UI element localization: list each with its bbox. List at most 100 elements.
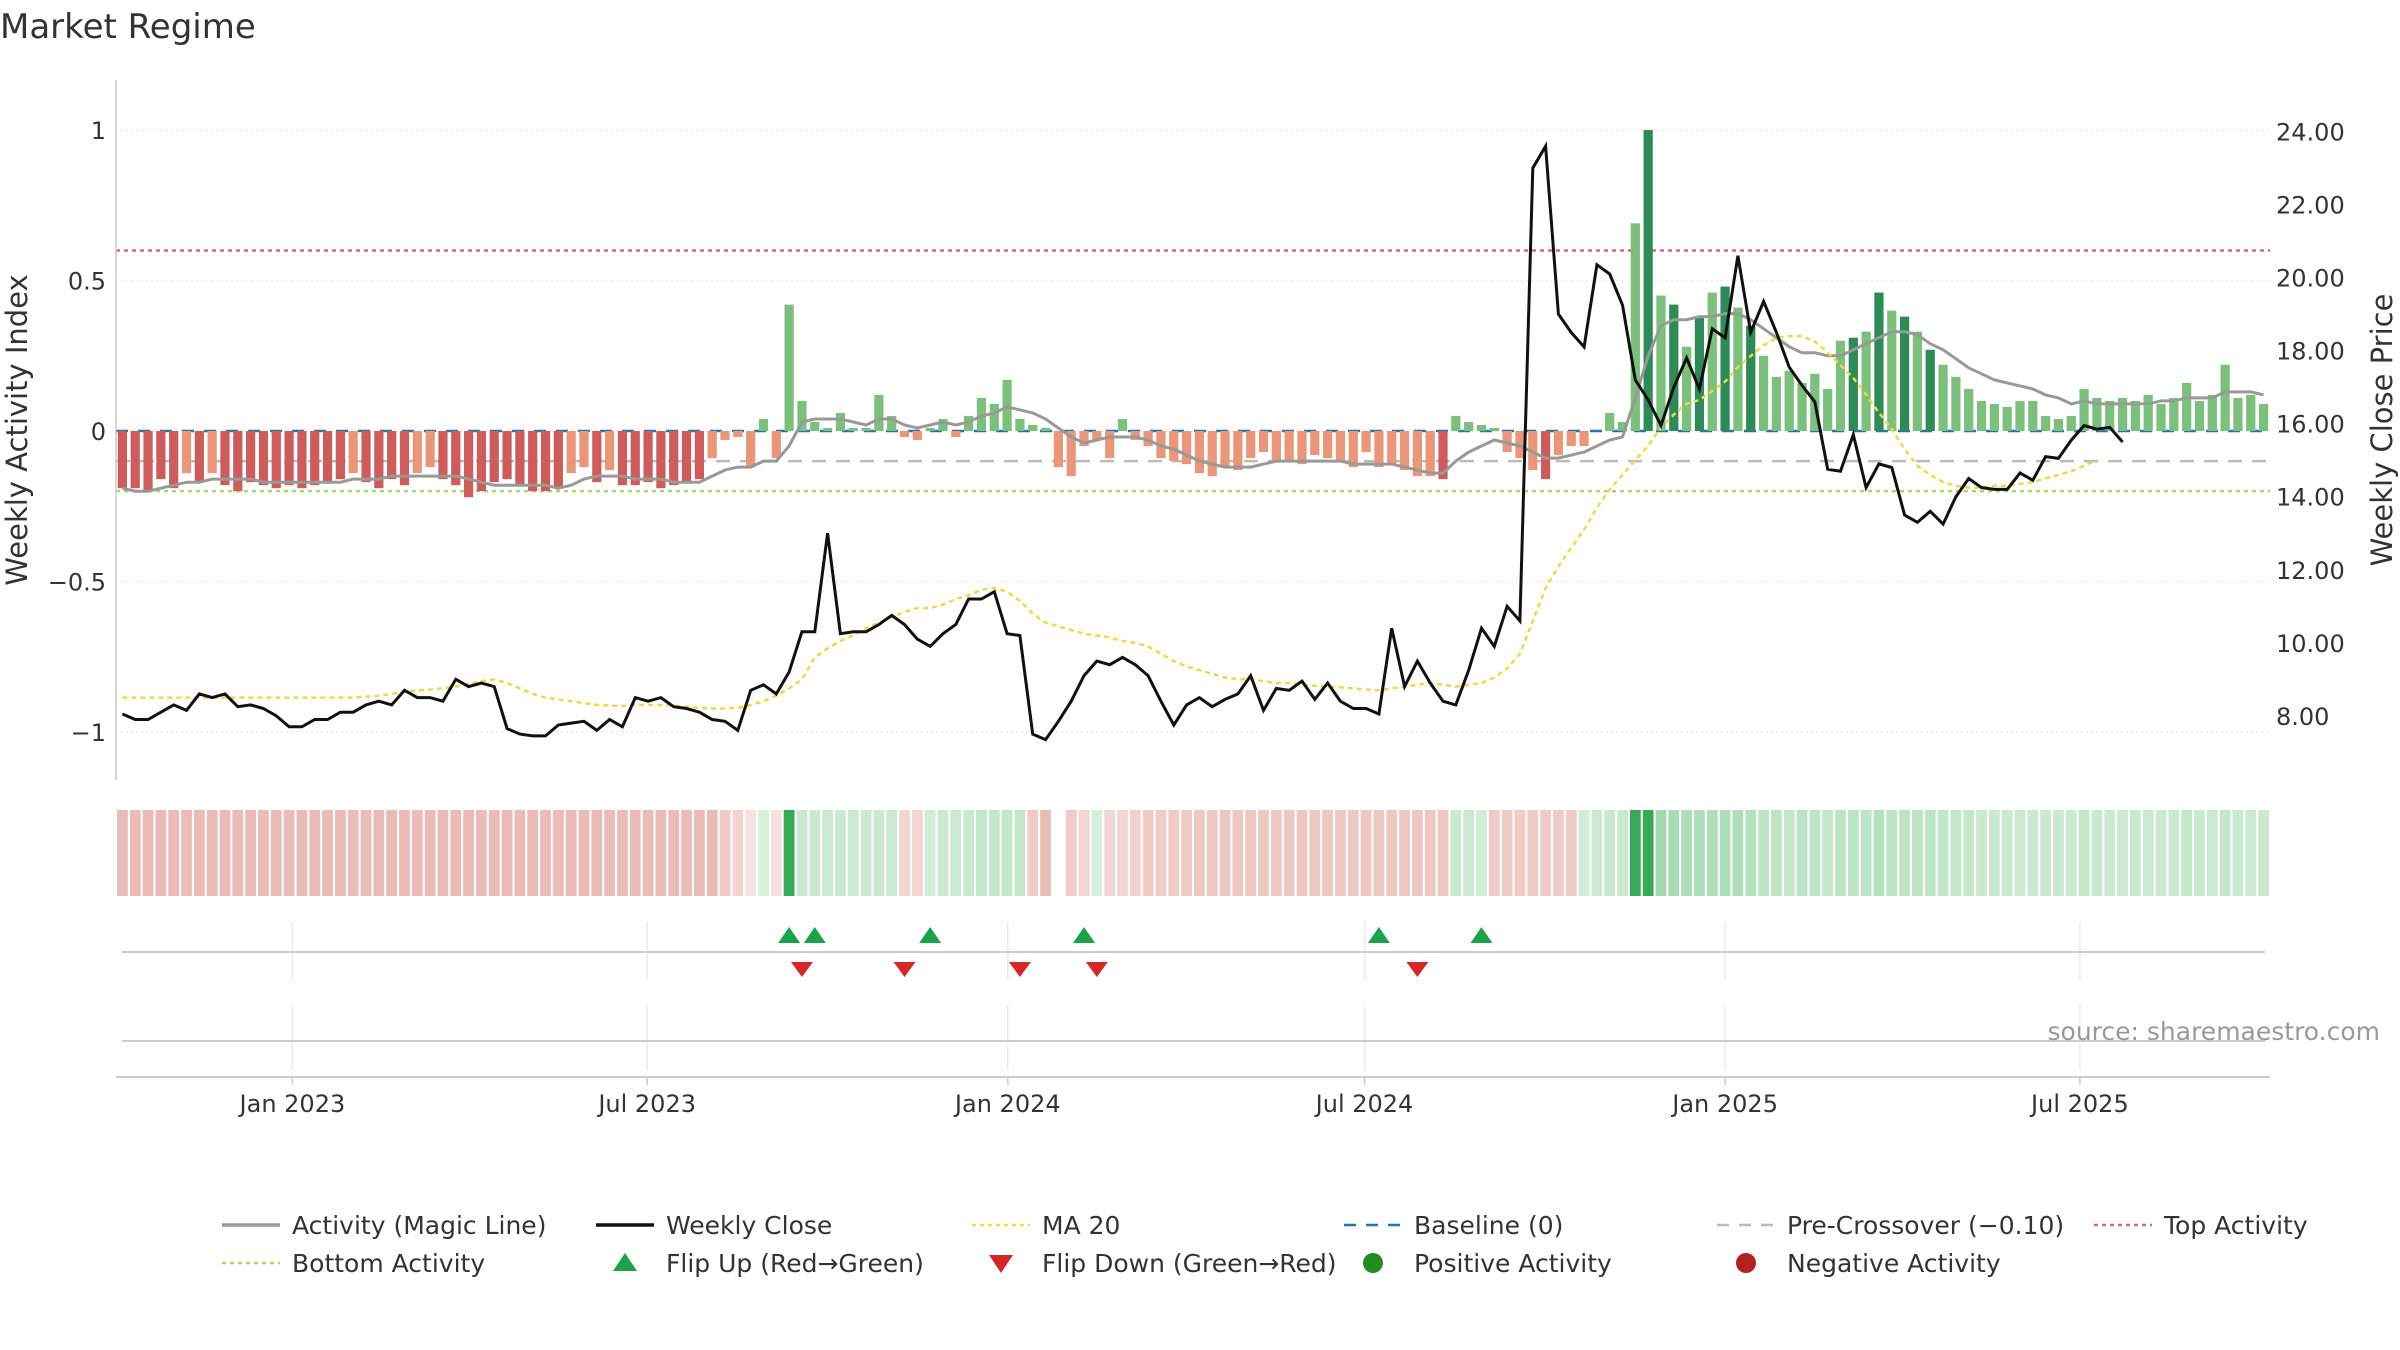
y-right-tick-label: 12.00	[2276, 557, 2345, 585]
regime-cell	[1553, 810, 1564, 896]
regime-cell	[1206, 810, 1218, 896]
activity-bar	[899, 431, 910, 438]
activity-bar	[181, 431, 192, 474]
activity-bar	[1399, 431, 1410, 471]
activity-bar	[733, 431, 743, 438]
regime-cell	[1770, 810, 1782, 896]
regime-cell	[437, 810, 449, 896]
regime-cell	[681, 810, 692, 896]
regime-cell	[2258, 810, 2269, 896]
regime-cell	[924, 810, 936, 896]
activity-bar	[258, 431, 269, 486]
legend-swatch	[613, 1253, 637, 1271]
regime-cell	[2206, 810, 2218, 896]
regime-cell	[309, 810, 321, 896]
y-right-tick-label: 22.00	[2276, 192, 2345, 220]
activity-bar	[1425, 431, 1435, 477]
regime-cell	[1783, 810, 1795, 896]
activity-bar	[2015, 400, 2025, 431]
activity-bar	[669, 431, 679, 486]
regime-cell	[1655, 810, 1667, 896]
legend-label: Flip Down (Green→Red)	[1042, 1249, 1337, 1278]
activity-bar	[694, 431, 704, 480]
activity-bar	[1271, 431, 1281, 462]
regime-cell	[758, 810, 769, 896]
y-right-tick-label: 16.00	[2276, 411, 2345, 439]
regime-cell	[219, 810, 231, 896]
legend-label: Baseline (0)	[1414, 1211, 1563, 1240]
activity-bar	[2156, 403, 2166, 431]
activity-bar	[1643, 130, 1653, 431]
regime-cell	[1758, 810, 1769, 896]
chart-title: Market Regime	[0, 7, 256, 47]
activity-bar	[1976, 400, 1987, 431]
activity-bar	[2079, 388, 2089, 431]
activity-bar	[1835, 340, 1846, 431]
regime-cell	[1181, 810, 1192, 896]
regime-cell	[1886, 810, 1898, 896]
regime-cell	[488, 810, 500, 896]
activity-bar	[643, 431, 653, 483]
activity-bar	[2105, 400, 2115, 431]
activity-bar	[1169, 431, 1179, 462]
regime-cell	[1540, 810, 1551, 896]
activity-bar	[707, 431, 717, 459]
regime-cell	[2181, 810, 2193, 896]
reference-lines	[116, 249, 2270, 493]
activity-bar	[310, 431, 320, 486]
activity-bar	[1335, 431, 1346, 462]
activity-bar	[989, 403, 999, 431]
flip-up-marker	[1367, 927, 1390, 943]
activity-bar	[220, 431, 230, 486]
activity-bar	[1540, 431, 1551, 480]
flip-down-marker	[790, 962, 813, 977]
legend-label: Pre-Crossover (−0.10)	[1787, 1211, 2064, 1240]
regime-cell	[2194, 810, 2205, 896]
regime-cell	[565, 810, 577, 896]
activity-bar	[374, 431, 384, 489]
regime-cell	[1501, 810, 1513, 896]
activity-bar	[1040, 427, 1051, 431]
activity-bar	[797, 400, 807, 431]
regime-cell	[1847, 810, 1859, 896]
activity-bar	[1951, 376, 1961, 431]
activity-bar	[322, 431, 333, 483]
regime-cell	[1194, 810, 1205, 896]
y-left-axis-label: Weekly Activity Index	[0, 274, 34, 585]
y-right-tick-label: 18.00	[2276, 338, 2345, 366]
flip-down-marker	[1406, 962, 1429, 977]
source-note: source: sharemaestro.com	[2048, 1017, 2381, 1046]
legend-label: Weekly Close	[666, 1211, 832, 1240]
activity-bar	[1771, 376, 1781, 431]
activity-bar	[1374, 431, 1384, 468]
flip-up-marker	[803, 927, 826, 943]
regime-cell	[552, 810, 564, 896]
regime-cell	[1950, 810, 1962, 896]
regime-cell	[1476, 810, 1487, 896]
regime-cell	[1270, 810, 1282, 896]
regime-cell	[1912, 810, 1923, 896]
regime-cell	[706, 810, 718, 896]
regime-cell	[1988, 810, 2000, 896]
regime-cell	[1347, 810, 1359, 896]
activity-bar	[1053, 431, 1063, 468]
weekly-close-line	[121, 141, 2124, 742]
activity-bar	[348, 431, 358, 474]
activity-bar	[2194, 400, 2205, 431]
activity-bar	[271, 431, 281, 489]
activity-bar	[1887, 310, 1897, 431]
activity-bar	[2169, 397, 2179, 431]
activity-bar	[720, 431, 730, 441]
legend-item: Top Activity	[2094, 1211, 2308, 1240]
regime-cell	[1091, 810, 1103, 896]
regime-cell	[1155, 810, 1167, 896]
axes: −1−0.500.518.0010.0012.0014.0016.0018.00…	[48, 80, 2345, 780]
activity-bar	[1464, 421, 1474, 431]
empty-panel	[122, 1005, 2265, 1070]
activity-bar	[412, 431, 422, 474]
activity-bar	[1669, 304, 1679, 431]
legend-swatch	[1736, 1253, 1756, 1273]
flip-up-marker	[1073, 927, 1096, 943]
activity-bar	[1412, 431, 1422, 477]
